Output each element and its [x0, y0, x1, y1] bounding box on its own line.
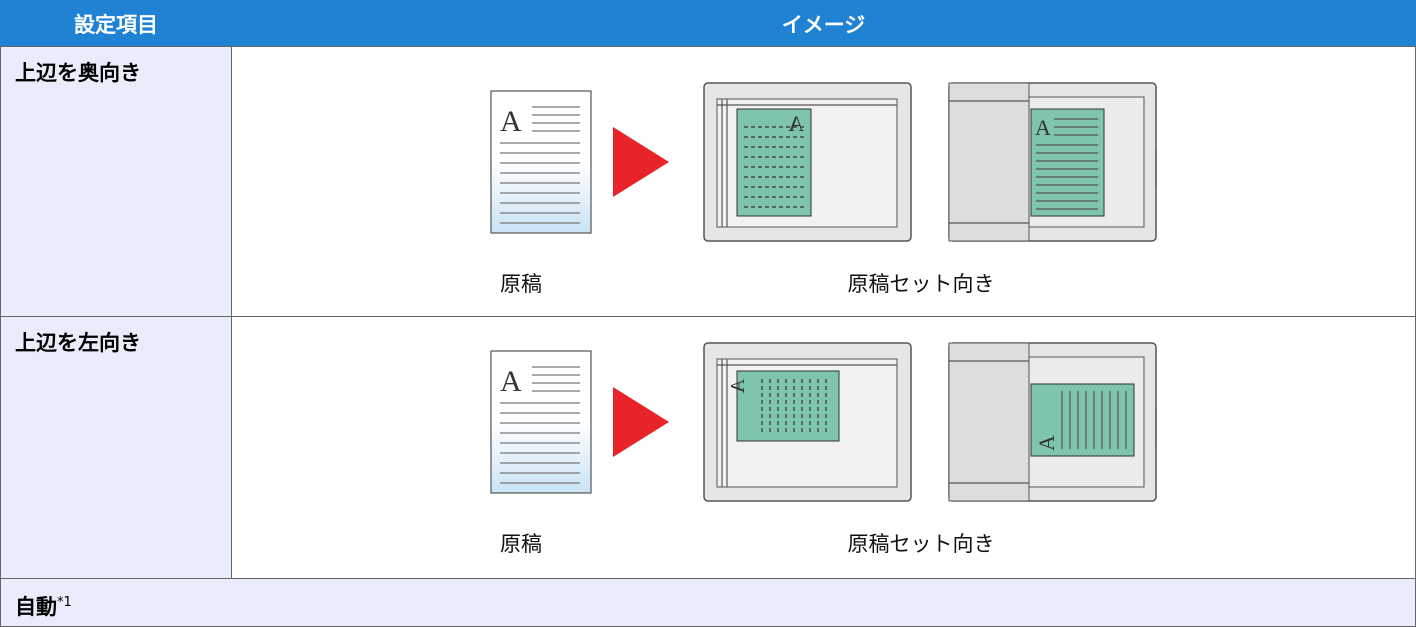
- caption: 原稿セット向き: [848, 532, 995, 556]
- document-in-adf: [1030, 383, 1135, 457]
- illustration-group: A A A 原稿 原稿セット向き: [490, 82, 1157, 296]
- adf-cover: [948, 342, 1030, 502]
- document-letter: A: [788, 111, 804, 136]
- document-letter: A: [727, 379, 749, 394]
- header-cell: 設定項目: [0, 0, 232, 47]
- caption: 原稿: [500, 272, 542, 296]
- row-label: 上辺を奥向き: [15, 61, 141, 85]
- header-text: 設定項目: [74, 12, 158, 37]
- adf-cover: [948, 82, 1030, 242]
- document-letter: A: [500, 365, 522, 398]
- header-text: イメージ: [781, 12, 866, 37]
- row-label-cell: 上辺を奥向き: [0, 46, 232, 317]
- arrow: [613, 387, 669, 457]
- caption: 原稿: [500, 532, 542, 556]
- row-label: 自動: [15, 595, 57, 619]
- document-letter: A: [500, 105, 522, 138]
- document-letter: A: [1034, 435, 1059, 451]
- arrow: [613, 127, 669, 197]
- row-label: 上辺を左向き: [15, 331, 141, 355]
- illustration: A A A 原稿 原稿セット向き: [490, 342, 1157, 556]
- document-letter: A: [1035, 115, 1051, 140]
- footnote-mark: *1: [57, 595, 72, 610]
- image-cell: A A A 原稿 原稿セット向き: [231, 46, 1416, 317]
- row-label-cell: 自動*1: [0, 578, 1416, 627]
- caption: 原稿セット向き: [848, 272, 995, 296]
- row-label-cell: 上辺を左向き: [0, 316, 232, 579]
- illustration: A A A 原稿 原稿セット向き: [490, 82, 1157, 296]
- illustration-group: A A A 原稿 原稿セット向き: [490, 342, 1157, 556]
- header-cell: イメージ: [231, 0, 1416, 47]
- document-on-glass: [736, 370, 840, 442]
- image-cell: A A A 原稿 原稿セット向き: [231, 316, 1416, 579]
